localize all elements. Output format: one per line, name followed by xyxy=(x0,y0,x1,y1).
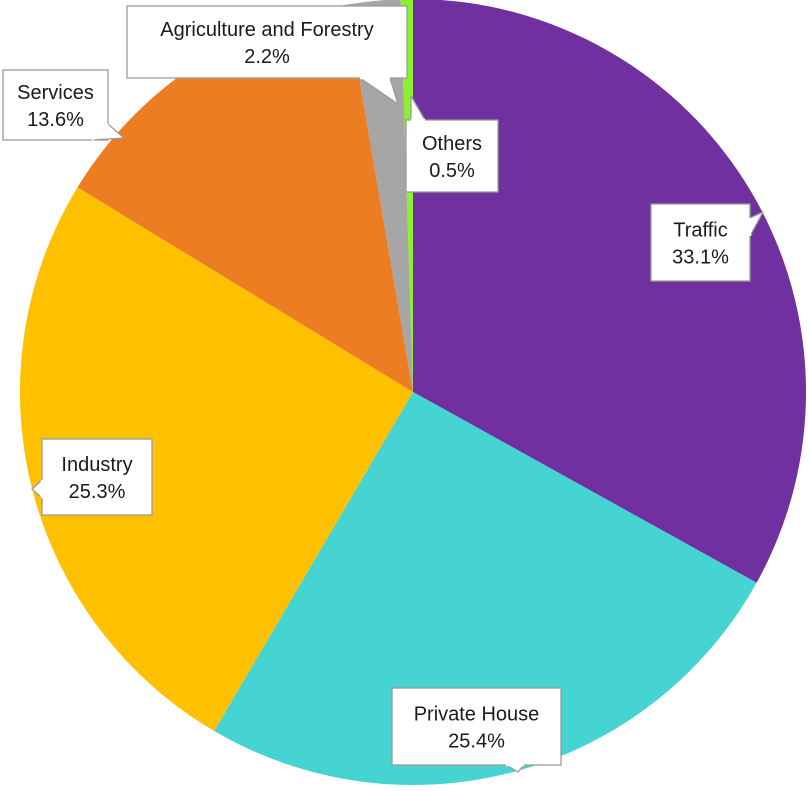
callout-industry: Industry 25.3% xyxy=(31,438,153,516)
callout-label-industry: Industry xyxy=(61,454,132,476)
callout-label-agriculture-and-forestry: Agriculture and Forestry xyxy=(160,19,373,41)
callout-agriculture-and-forestry: Agriculture and Forestry 2.2% xyxy=(126,5,408,105)
callout-box-traffic xyxy=(650,203,751,282)
callout-services: Services 13.6% xyxy=(2,69,125,141)
callout-box-others xyxy=(405,119,499,193)
callout-box-industry xyxy=(41,438,153,516)
pie-callouts: Traffic 33.1% Private House 25.4% Industry 25… xyxy=(2,5,764,773)
callout-traffic: Traffic 33.1% xyxy=(650,203,764,282)
callout-private-house: Private House 25.4% xyxy=(391,687,562,773)
callout-box-private-house xyxy=(391,687,562,766)
callout-value-agriculture-and-forestry: 2.2% xyxy=(244,46,290,68)
callout-value-services: 13.6% xyxy=(27,109,84,131)
callout-value-private-house: 25.4% xyxy=(448,731,505,753)
callout-label-private-house: Private House xyxy=(414,704,540,726)
callout-value-industry: 25.3% xyxy=(69,481,126,503)
callout-box-services xyxy=(2,69,109,141)
callout-value-others: 0.5% xyxy=(429,160,475,182)
slice-others xyxy=(400,0,413,392)
callout-label-services: Services xyxy=(17,82,94,104)
callout-label-traffic: Traffic xyxy=(673,220,727,242)
slice-private-house xyxy=(214,392,757,785)
slice-services xyxy=(77,4,413,392)
slice-traffic xyxy=(413,0,806,583)
callout-box-agriculture-and-forestry xyxy=(126,5,408,79)
callout-value-traffic: 33.1% xyxy=(672,247,729,269)
pie-slices xyxy=(20,0,806,785)
callout-label-others: Others xyxy=(422,133,482,155)
callout-others: Others 0.5% xyxy=(405,95,499,193)
slice-industry xyxy=(20,187,413,731)
